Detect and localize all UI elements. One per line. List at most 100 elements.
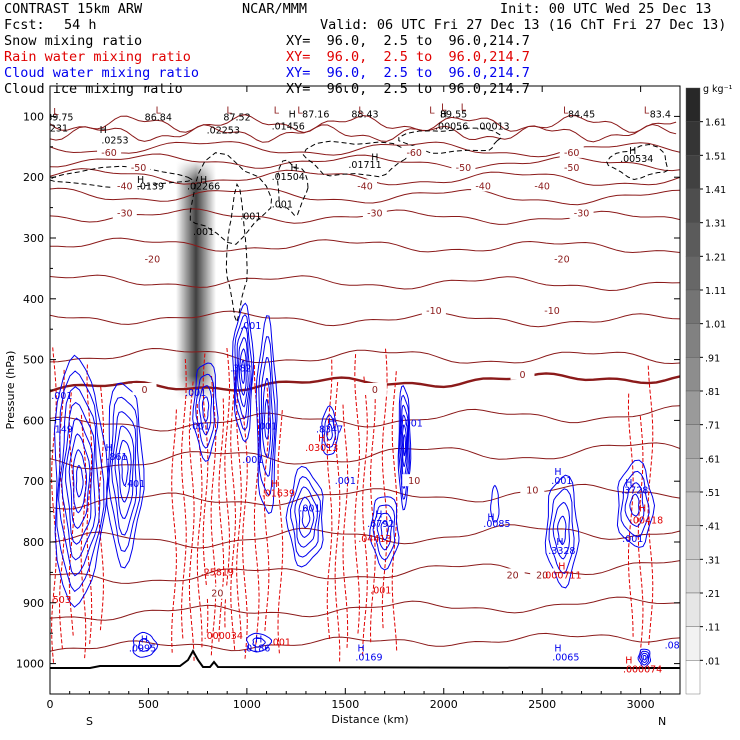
contour-value-label: 2231 — [44, 124, 68, 135]
colorbar-label: 1.61 — [705, 118, 726, 129]
cloud-water-contour — [397, 384, 412, 511]
cloud-water-contour — [198, 385, 212, 436]
rain-water-contour — [381, 348, 388, 629]
rain-water-contour — [362, 376, 368, 657]
colorbar-segment — [685, 592, 701, 627]
high-marker: H — [357, 643, 364, 654]
temperature-label-bg — [540, 303, 565, 316]
cloud-water-contour — [289, 476, 322, 558]
temperature-label: -50 — [564, 163, 580, 174]
low-marker: L — [274, 105, 280, 116]
contour-value-label: .001 — [256, 421, 277, 432]
colorbar-label: 1.11 — [705, 286, 726, 297]
contour-value-label: 503 — [53, 595, 71, 606]
colorbar-label: 1.41 — [705, 185, 726, 196]
temperature-label: 0 — [519, 370, 525, 381]
x-tick-label: 2500 — [528, 698, 556, 711]
colorbar-segment — [685, 525, 701, 560]
contour-value-label: .01639 — [262, 488, 295, 499]
temperature-label: 0 — [141, 385, 147, 396]
cloud-water-contour — [195, 373, 215, 449]
cloud-water-contour — [117, 439, 132, 503]
rain-water-contour — [86, 364, 93, 645]
cloud-water-contour — [372, 504, 396, 561]
contour-value-label: .861 — [106, 452, 127, 463]
center-label: NCAR/MMM — [242, 1, 308, 17]
temperature-label: -40 — [475, 181, 491, 192]
cloud-water-contour — [380, 521, 389, 541]
contour-value-label: .00013 — [476, 122, 509, 133]
cloud-ice-contour — [302, 140, 410, 178]
cloud-water-contour — [624, 482, 645, 528]
colorbar-segment — [685, 323, 701, 358]
cloud-water-contour — [285, 465, 324, 568]
low-marker: L — [297, 105, 303, 116]
x-tick-label: 0 — [47, 698, 54, 711]
model-title: CONTRAST 15km ARW — [4, 1, 143, 17]
x-axis-title: Distance (km) — [331, 713, 408, 726]
y-tick-label: 100 — [23, 110, 44, 123]
contour-value-label: .401 — [124, 479, 145, 490]
contour-value-label: .001 — [51, 391, 72, 402]
high-marker: H — [556, 537, 563, 548]
high-marker: H — [255, 634, 262, 645]
axes: 0 500 1000 1500 2000 2500 30001002003004005006… — [16, 85, 681, 711]
high-marker: H — [200, 175, 207, 186]
high-marker: H — [625, 656, 632, 667]
temperature-label: 20 — [536, 570, 548, 581]
temperature-label: 20 — [211, 589, 223, 600]
low-marker: L — [227, 105, 233, 116]
low-marker: L — [563, 105, 569, 116]
colorbar-label: .51 — [705, 488, 720, 499]
rain-water-contours — [51, 347, 654, 664]
x-tick-label: 2000 — [430, 698, 458, 711]
field-xy-cloudice: XY= 96.0, 2.5 to 96.0,214.7 — [286, 81, 530, 97]
field-name-cloudice: Cloud ice mixing ratio — [4, 81, 183, 97]
colorbar-label: .91 — [705, 353, 720, 364]
contour-value-label: .25819 — [201, 567, 234, 578]
contour-value-label: .0169 — [355, 653, 382, 664]
colorbar-segment — [685, 424, 701, 459]
temperature-label-bg — [362, 383, 387, 395]
cloud-water-contour — [108, 396, 142, 552]
temperature-label-bg — [569, 206, 594, 219]
cloud-water-contour — [557, 515, 567, 545]
cloud-water-contour — [72, 448, 88, 514]
cloud-water-contour — [401, 424, 408, 468]
cloud-ice-contour — [606, 143, 668, 181]
colorbar-segment — [685, 357, 701, 392]
cloud-water-contour — [642, 655, 647, 661]
contour-value-label: 87.52 — [223, 113, 250, 124]
contour-value-label: .001 — [193, 227, 214, 238]
contour-value-label: .382 — [230, 364, 251, 375]
rain-water-contour — [171, 409, 177, 653]
y-tick-label: 700 — [23, 475, 44, 488]
temperature-label: -60 — [101, 148, 117, 159]
init-time: Init: 00 UTC Wed 25 Dec 13 — [500, 1, 712, 17]
temperature-contour — [50, 596, 680, 621]
temperature-label: -10 — [544, 306, 560, 317]
contour-value-label: .01456 — [272, 122, 305, 133]
low-marker: L — [429, 105, 435, 116]
temperature-contour — [50, 632, 680, 652]
colorbar-segment — [685, 289, 701, 324]
cloud-water-contour — [58, 386, 101, 577]
low-marker: L — [644, 105, 650, 116]
cloud-water-contour — [376, 512, 393, 551]
temperature-contour — [50, 141, 680, 158]
contour-value-label: .0995 — [129, 643, 156, 654]
cloud-water-contour — [232, 302, 255, 443]
snow-shading — [176, 160, 216, 400]
high-marker: H — [487, 513, 494, 524]
temperature-label-bg — [530, 568, 555, 581]
terrain-line — [50, 648, 680, 669]
plot-area: -60 -60 -60-50 -50 -50-40 -40 -40 -40-30 -30 -30-… — [44, 102, 680, 676]
contour-value-label: .3728 — [621, 485, 648, 496]
colorbar-label: 1.51 — [705, 151, 726, 162]
contour-value-label: .001 — [272, 200, 293, 211]
cloud-water-contour — [252, 637, 266, 648]
colorbar-segment — [685, 188, 701, 223]
x-tick-label: 500 — [138, 698, 159, 711]
temperature-contour — [50, 347, 680, 365]
temperature-label: -40 — [117, 181, 133, 192]
